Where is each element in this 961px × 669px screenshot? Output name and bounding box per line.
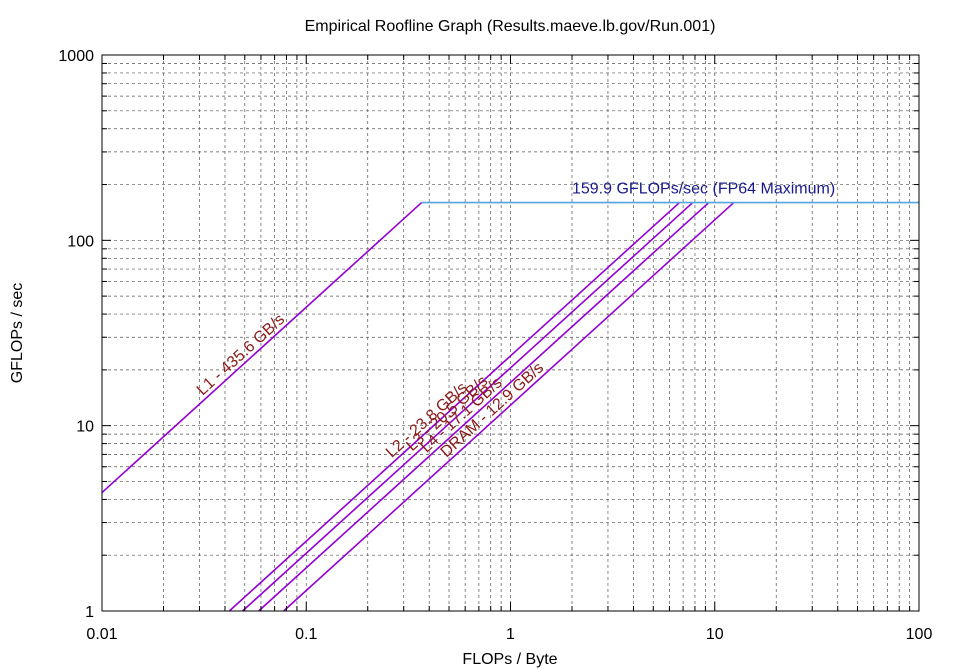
bandwidth-line — [101, 201, 423, 494]
x-tick-label: 10 — [706, 626, 724, 643]
grid — [102, 55, 919, 611]
x-tick-label: 1 — [506, 626, 515, 643]
x-tick-label: 0.1 — [295, 626, 317, 643]
x-axis-label: FLOPs / Byte — [462, 651, 557, 668]
x-tick-label: 0.01 — [86, 626, 117, 643]
y-tick-label: 100 — [67, 233, 94, 250]
bandwidth-label: L1 - 435.6 GB/s — [194, 311, 288, 399]
y-tick-label: 1000 — [58, 48, 94, 65]
y-tick-label: 1 — [85, 604, 94, 621]
bandwidth-line — [283, 201, 735, 612]
axis-ticks: 0.01 0.1 1 10 100 1 10 100 1000 — [58, 48, 932, 643]
peak-label: 159.9 GFLOPs/sec (FP64 Maximum) — [572, 181, 835, 198]
y-axis-label: GFLOPs / sec — [9, 283, 26, 383]
roofline-lines — [101, 201, 919, 612]
line-labels: L1 - 435.6 GB/sL2 - 23.8 GB/sL3 - 20.5 G… — [194, 181, 835, 462]
bandwidth-line — [258, 201, 710, 612]
bandwidth-line — [228, 201, 681, 612]
x-tick-label: 100 — [906, 626, 933, 643]
chart-title: Empirical Roofline Graph (Results.maeve.… — [305, 18, 716, 35]
bandwidth-line — [242, 201, 694, 612]
y-tick-label: 10 — [76, 419, 94, 436]
